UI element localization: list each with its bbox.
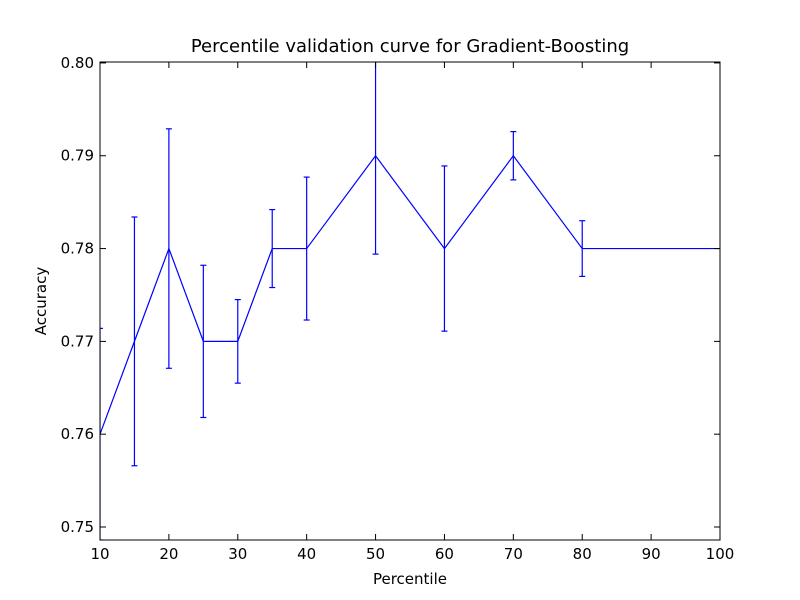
y-tick-label: 0.77	[61, 332, 94, 350]
x-tick-label: 100	[706, 545, 735, 563]
chart-title: Percentile validation curve for Gradient…	[191, 36, 629, 57]
y-tick-label: 0.75	[61, 518, 94, 536]
y-tick-label: 0.79	[61, 147, 94, 165]
x-tick-label: 50	[366, 545, 385, 563]
line	[100, 154, 720, 435]
x-tick-label: 90	[642, 545, 661, 563]
plot-area	[100, 62, 720, 540]
x-tick-label: 20	[159, 545, 178, 563]
y-tick-label: 0.80	[61, 54, 94, 72]
x-axis-label: Percentile	[373, 570, 447, 588]
axes-frame	[99, 61, 721, 541]
x-tick-label: 80	[573, 545, 592, 563]
x-tick-label: 70	[504, 545, 523, 563]
y-tick-label: 0.78	[61, 240, 94, 258]
x-tick-label: 40	[297, 545, 316, 563]
y-axis-label: Accuracy	[32, 267, 50, 336]
x-tick-label: 10	[90, 545, 109, 563]
x-tick-label: 30	[228, 545, 247, 563]
y-tick-label: 0.76	[61, 425, 94, 443]
x-tick-label: 60	[435, 545, 454, 563]
